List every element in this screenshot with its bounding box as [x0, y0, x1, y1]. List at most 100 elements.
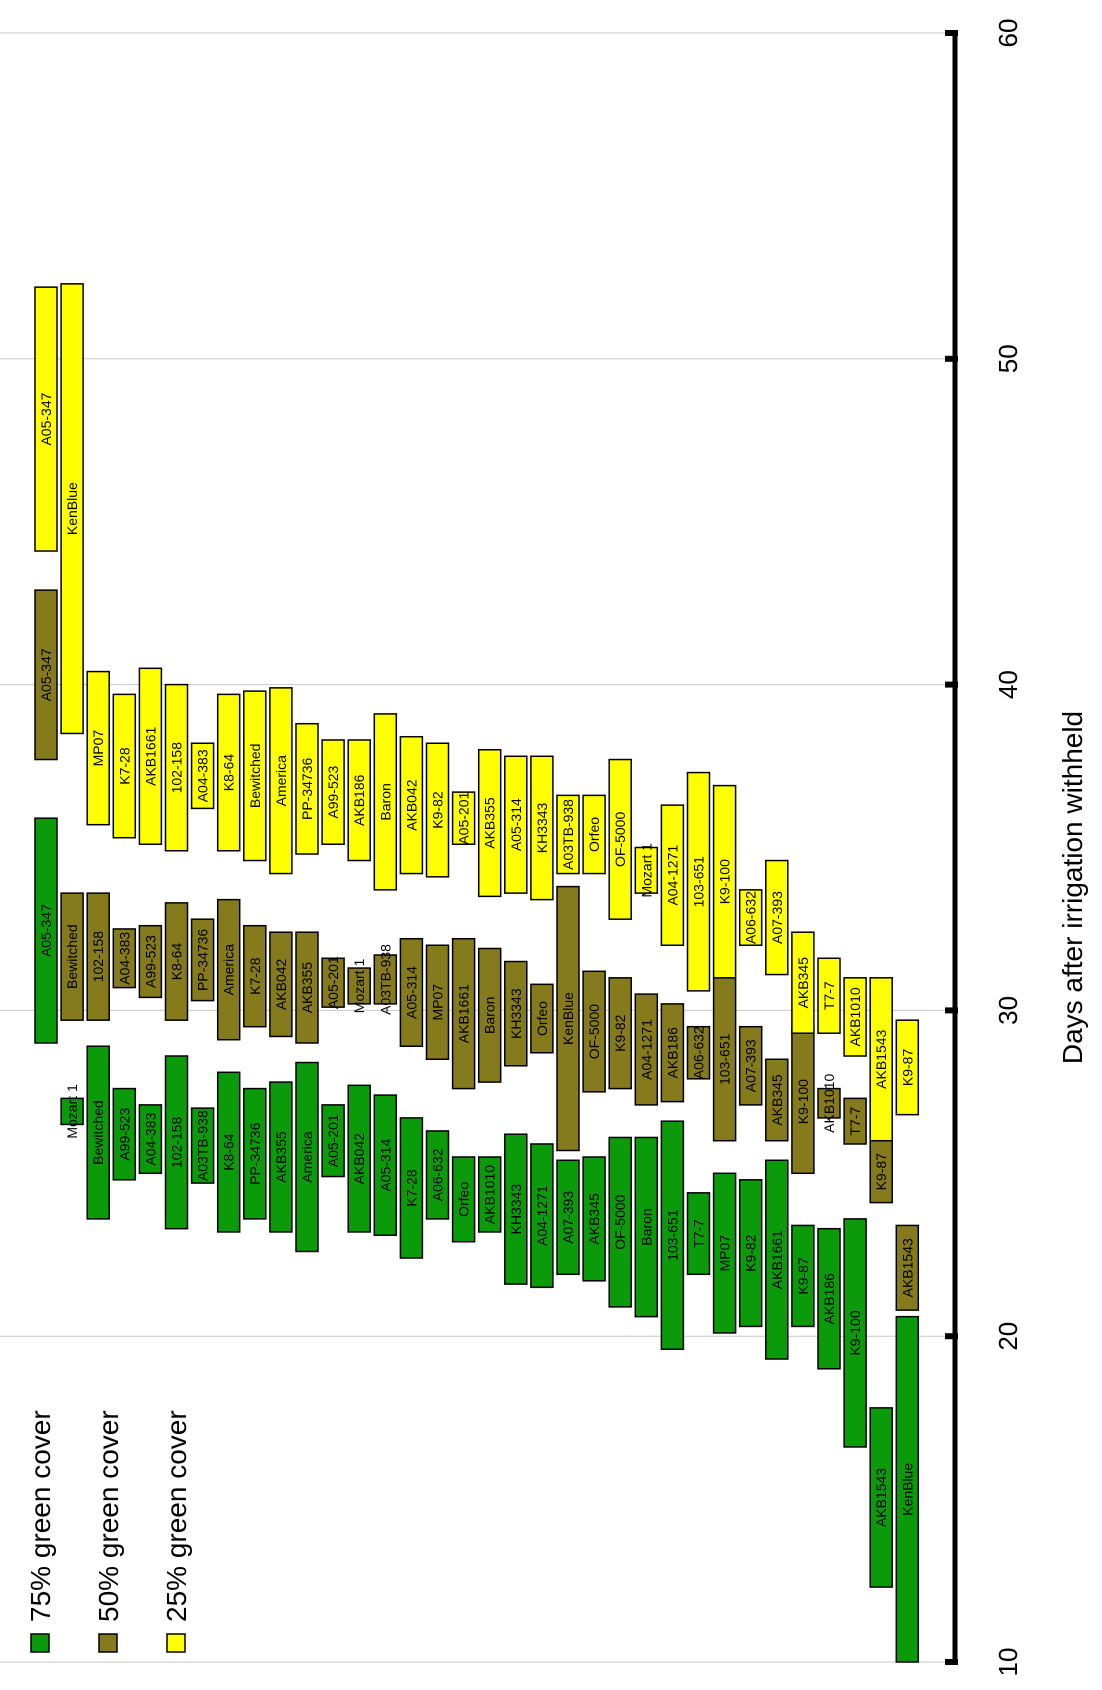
bar-A05-314-s0: [373, 1094, 398, 1236]
bar-A07-393-s1: [738, 1025, 763, 1106]
bar-label-America-s0: America: [299, 1131, 315, 1183]
bar-label-T7-7-s2: T7-7: [821, 981, 837, 1010]
bar-label-Bewitched-s1: Bewitched: [64, 924, 80, 989]
bar-AKB355-s0: [269, 1081, 293, 1233]
tick-label-20: 20: [993, 1322, 1023, 1351]
bar-label-K7-28-s0: K7-28: [403, 1169, 419, 1207]
bar-label-PP-34736-s0: PP-34736: [247, 1122, 263, 1184]
bar-label-KenBlue-s0: KenBlue: [899, 1463, 915, 1516]
bar-K7-28-s1: [243, 924, 267, 1028]
bar-label-America-s1: America: [221, 944, 237, 996]
bar-102-158-s2: [164, 683, 189, 852]
bar-PP-34736-s1: [190, 918, 215, 1002]
bar-Bewitched-s0: [86, 1045, 110, 1220]
legend-swatch-1: [98, 1633, 118, 1653]
bar-AKB1010-s0: [477, 1156, 502, 1233]
bar-label-AKB1543-s2: AKB1543: [873, 1029, 889, 1088]
bar-label-K9-87-s0: K9-87: [795, 1257, 811, 1295]
bar-label-A06-632-s0: A06-632: [430, 1148, 446, 1201]
bar-label-102-158-s2: 102-158: [169, 742, 185, 794]
bar-A05-347-s0: [34, 817, 58, 1044]
bar-A03TB-938-s2: [556, 794, 580, 875]
bar-OF-5000-s1: [582, 970, 606, 1093]
bar-label-A04-1271-s1: A04-1271: [638, 1019, 654, 1080]
bar-label-103-651-s0: 103-651: [664, 1209, 680, 1261]
bar-label-OF-5000-s0: OF-5000: [612, 1194, 628, 1249]
bar-label-AKB1010-s0: AKB1010: [482, 1165, 498, 1224]
bar-A07-393-s2: [765, 859, 789, 976]
bar-AKB042-s0: [347, 1084, 371, 1233]
bar-A04-383-s0: [138, 1104, 163, 1175]
bar-AKB355-s1: [295, 931, 319, 1044]
bar-Orfeo-s0: [451, 1156, 476, 1243]
bar-label-A04-383-s1: A04-383: [116, 932, 132, 985]
bar-label-KenBlue-s1: KenBlue: [560, 992, 576, 1045]
bar-label-AKB186-s2: AKB186: [351, 774, 367, 826]
bar-label-Orfeo-s2: Orfeo: [586, 817, 602, 852]
bar-label-102-158-s0: 102-158: [169, 1116, 185, 1168]
bar-label-A99-523-s2: A99-523: [325, 765, 341, 818]
bar-AKB345-s2: [791, 931, 815, 1034]
bar-A99-523-s1: [138, 924, 163, 999]
tick-label-50: 50: [993, 344, 1023, 373]
bar-label-A05-201-s1: A05-201: [325, 956, 341, 1009]
bar-A05-201-s1: [321, 957, 345, 1008]
bar-label-A05-347-s1: A05-347: [38, 648, 54, 701]
bar-label-K7-28-s2: K7-28: [116, 747, 132, 785]
bar-AKB1543-s2: [869, 977, 893, 1142]
bar-label-AKB042-s2: AKB042: [403, 779, 419, 831]
bar-T7-7-s0: [686, 1192, 711, 1276]
bar-K9-100-s0: [843, 1218, 867, 1448]
bar-label-A07-393-s0: A07-393: [560, 1191, 576, 1244]
bar-A99-523-s0: [112, 1087, 137, 1181]
legend-swatch-0: [30, 1633, 50, 1653]
bar-label-AKB355-s2: AKB355: [482, 797, 498, 849]
bar-AKB355-s2: [477, 749, 502, 898]
bar-label-A07-393-s1: A07-393: [743, 1039, 759, 1092]
bar-label-K8-64-s1: K8-64: [169, 943, 185, 981]
gridlines: [0, 32, 955, 1663]
bar-label-Baron-s1: Baron: [482, 997, 498, 1034]
bar-label-Mozart 1-s0: Mozart 1: [64, 1084, 80, 1139]
bar-label-K9-87-s1: K9-87: [873, 1153, 889, 1191]
bar-label-AKB355-s0: AKB355: [273, 1131, 289, 1183]
bar-Baron-s1: [477, 947, 502, 1083]
bar-KenBlue-s2: [60, 283, 84, 735]
bar-label-AKB345-s1: AKB345: [769, 1074, 785, 1126]
bar-label-A03TB-938-s1: A03TB-938: [377, 944, 393, 1015]
series-1: A05-347 Bewitched 102-158 A04-383 A99-523 K8-…: [34, 589, 920, 1311]
bar-A04-383-s2: [190, 742, 215, 810]
bar-102-158-s0: [164, 1055, 189, 1230]
bar-Mozart 1-s2: [634, 846, 659, 894]
bar-K8-64-s0: [216, 1071, 241, 1233]
bar-K7-28-s0: [399, 1117, 424, 1259]
bar-label-PP-34736-s2: PP-34736: [299, 758, 315, 820]
bar-A03TB-938-s0: [190, 1107, 215, 1184]
bar-103-651-s2: [686, 771, 711, 992]
bar-America-s0: [295, 1061, 319, 1253]
bar-label-AKB1661-s0: AKB1661: [769, 1230, 785, 1289]
bar-label-A05-314-s0: A05-314: [377, 1138, 393, 1191]
bar-label-102-158-s1: 102-158: [90, 931, 106, 983]
tick-label-60: 60: [993, 19, 1023, 48]
legend-label-1: 50% green cover: [93, 1410, 124, 1622]
bar-label-OF-5000-s2: OF-5000: [612, 812, 628, 867]
bar-label-Baron-s2: Baron: [377, 783, 393, 820]
x-axis: 10 20 30 40 50 60: [945, 19, 1023, 1676]
bar-T7-7-s2: [817, 957, 841, 1034]
bar-A05-314-s2: [504, 755, 528, 894]
bar-Mozart 1-s0: [60, 1097, 84, 1126]
bar-label-Baron-s0: Baron: [638, 1208, 654, 1245]
bar-label-A04-383-s2: A04-383: [195, 749, 211, 802]
bar-K9-82-s0: [738, 1179, 763, 1328]
bar-label-AKB186-s0: AKB186: [821, 1273, 837, 1325]
bar-label-AKB1661-s2: AKB1661: [142, 726, 158, 785]
bar-label-A03TB-938-s0: A03TB-938: [195, 1110, 211, 1181]
bar-KH3343-s2: [530, 755, 554, 901]
bar-AKB345-s1: [765, 1058, 789, 1142]
bar-AKB1543-s0: [869, 1407, 893, 1588]
bar-label-T7-7-s1: T7-7: [847, 1107, 863, 1136]
bar-label-Orfeo-s0: Orfeo: [456, 1182, 472, 1217]
bar-KH3343-s0: [504, 1133, 528, 1285]
